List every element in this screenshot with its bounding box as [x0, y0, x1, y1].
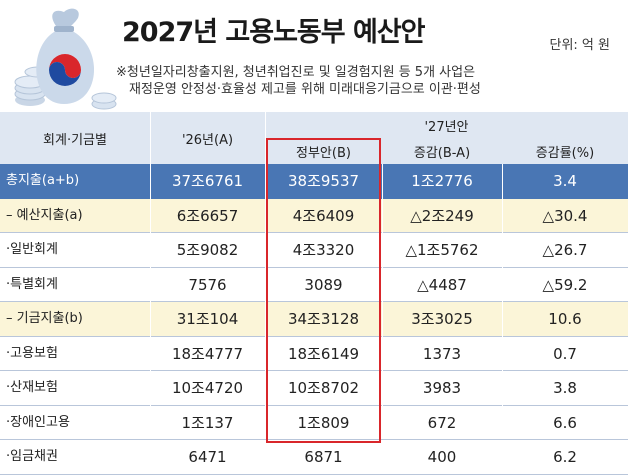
cell-gov-proposal: 1조809 — [297, 413, 350, 432]
row-divider — [0, 301, 628, 302]
row-label: 총지출(a+b) — [6, 173, 80, 188]
cell-gov-proposal: 10조8702 — [287, 379, 360, 397]
cell-gov-proposal: 38조9537 — [287, 172, 360, 190]
cell-2026: 10조4720 — [171, 379, 244, 397]
page-title: 2027년 고용노동부 예산안 — [122, 17, 426, 48]
taegeuk-emblem-icon — [49, 54, 81, 86]
money-bag-icon — [14, 8, 117, 110]
row-divider — [0, 404, 628, 406]
cell-2026: 31조104 — [176, 310, 239, 328]
table-row: – 예산지출(a) 6조6657 4조6409 △2조249 △30.4 — [0, 198, 628, 233]
row-label: ·임금채권 — [6, 449, 58, 464]
row-divider — [0, 473, 628, 475]
row-divider — [0, 232, 628, 233]
cell-2026: 6471 — [188, 448, 227, 466]
row-label: ·특별회계 — [6, 276, 58, 292]
cell-diff: 672 — [427, 413, 457, 432]
cell-2026: 6조6657 — [176, 206, 239, 225]
cell-rate: 10.6 — [548, 310, 582, 328]
cell-2026: 7576 — [188, 275, 227, 294]
row-divider — [0, 335, 628, 337]
table-row: ·고용보험 18조4777 18조6149 1373 0.7 — [0, 336, 628, 371]
column-divider — [150, 164, 151, 439]
unit-label: 단위: 억 원 — [549, 38, 611, 53]
cell-rate: △30.4 — [542, 206, 588, 225]
cell-diff: 3조3025 — [411, 310, 473, 328]
cell-diff: △1조5762 — [405, 241, 479, 259]
cell-2026: 37조6761 — [171, 172, 244, 190]
cell-rate: 0.7 — [553, 344, 577, 363]
table-row: ·장애인고용 1조137 1조809 672 6.6 — [0, 405, 628, 440]
budget-table: 회계·기금별 '26년(A) '27년안 정부안(B) 증감(B-A) 증감률(… — [0, 112, 628, 475]
cell-diff: △4487 — [417, 275, 467, 294]
table-row: ·특별회계 7576 3089 △4487 △59.2 — [0, 267, 628, 302]
cell-gov-proposal: 3089 — [304, 275, 343, 294]
cell-diff: 3983 — [422, 379, 462, 397]
cell-gov-proposal: 6871 — [304, 448, 343, 466]
table-row: 총지출(a+b) 37조6761 38조9537 1조2776 3.4 — [0, 164, 628, 199]
cell-gov-proposal: 34조3128 — [287, 310, 360, 328]
row-label: – 예산지출(a) — [6, 207, 83, 223]
cell-rate: 6.2 — [553, 448, 577, 466]
cell-rate: 3.4 — [553, 172, 577, 190]
header-rate: 증감률(%) — [535, 146, 595, 161]
table-header: 회계·기금별 '26년(A) '27년안 정부안(B) 증감(B-A) 증감률(… — [0, 112, 628, 164]
page-header: 2027년 고용노동부 예산안 단위: 억 원 ※청년일자리창출지원, 청년취업… — [0, 0, 628, 112]
cell-rate: △59.2 — [542, 275, 588, 294]
cell-gov-proposal: 4조3320 — [292, 241, 355, 259]
cell-2026: 5조9082 — [176, 241, 239, 259]
header-2027-group: '27년안 — [424, 120, 469, 135]
footnote-line-1: ※청년일자리창출지원, 청년취업진로 및 일경험지원 등 5개 사업은 — [116, 65, 476, 80]
row-label: – 기금지출(b) — [6, 311, 83, 326]
footnote-line-2: 재정운영 안정성·효율성 제고를 위해 미래대응기금으로 이관·편성 — [129, 82, 481, 97]
column-divider — [382, 164, 383, 439]
cell-2026: 1조137 — [181, 413, 234, 432]
cell-diff: 1조2776 — [411, 172, 473, 190]
cell-rate: △26.7 — [542, 241, 588, 259]
header-account-type: 회계·기금별 — [43, 133, 107, 148]
row-divider — [0, 266, 628, 268]
row-label: ·일반회계 — [6, 242, 58, 257]
table-row: ·일반회계 5조9082 4조3320 △1조5762 △26.7 — [0, 233, 628, 268]
row-label: ·산재보험 — [6, 380, 58, 395]
cell-gov-proposal: 18조6149 — [287, 344, 360, 363]
cell-rate: 6.6 — [553, 413, 577, 432]
column-divider — [502, 164, 503, 439]
row-label: ·고용보험 — [6, 345, 58, 361]
cell-diff: 400 — [427, 448, 457, 466]
table-row: ·산재보험 10조4720 10조8702 3983 3.8 — [0, 371, 628, 406]
table-row: – 기금지출(b) 31조104 34조3128 3조3025 10.6 — [0, 302, 628, 337]
header-diff: 증감(B-A) — [413, 146, 471, 161]
cell-2026: 18조4777 — [171, 344, 244, 363]
column-divider — [265, 164, 266, 439]
cell-diff: △2조249 — [410, 206, 474, 225]
row-divider — [0, 370, 628, 371]
footnote: ※청년일자리창출지원, 청년취업진로 및 일경험지원 등 5개 사업은 재정운영… — [116, 64, 576, 98]
cell-diff: 1373 — [422, 344, 462, 363]
header-2026: '26년(A) — [181, 133, 234, 148]
table-row: ·임금채권 6471 6871 400 6.2 — [0, 440, 628, 475]
cell-rate: 3.8 — [553, 379, 577, 397]
cell-gov-proposal: 4조6409 — [292, 206, 355, 225]
row-label: ·장애인고용 — [6, 414, 70, 430]
header-gov-proposal: 정부안(B) — [296, 146, 351, 161]
